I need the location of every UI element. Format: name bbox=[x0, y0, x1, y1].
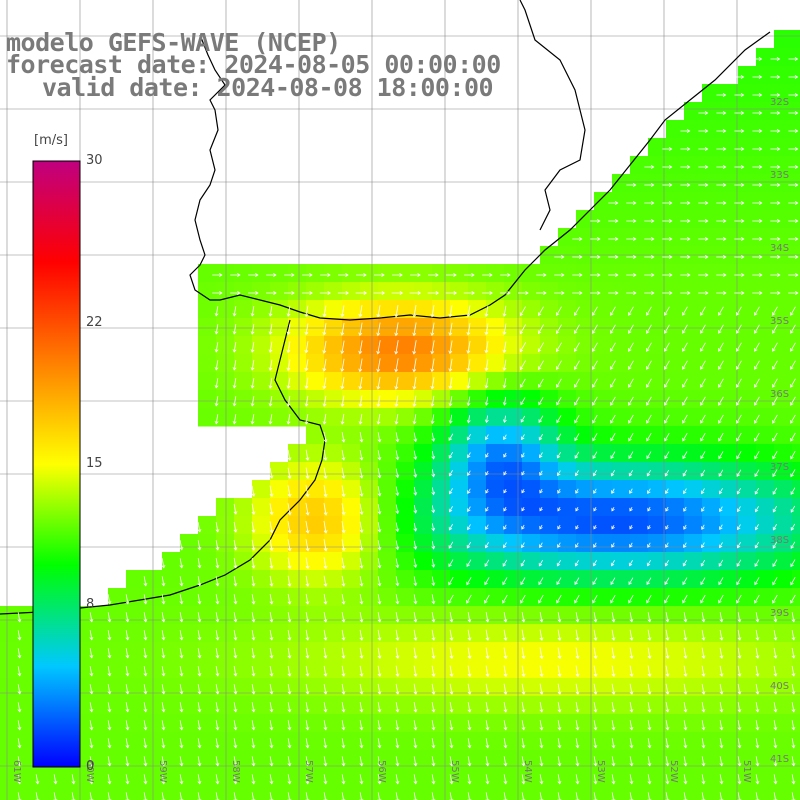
wind-speed-field bbox=[0, 30, 800, 800]
lat-label: 39S bbox=[770, 608, 789, 619]
lon-label: 52W bbox=[668, 760, 679, 783]
map-title: modelo GEFS-WAVE (NCEP) bbox=[6, 28, 341, 57]
lat-label: 35S bbox=[770, 316, 789, 327]
lat-label: 36S bbox=[770, 389, 789, 400]
colorbar-tick-label: 30 bbox=[86, 153, 103, 168]
latitude-labels: 32S 33S 34S 35S 36S 37S 38S 39S 40S 41S bbox=[770, 97, 789, 765]
lat-label: 32S bbox=[770, 97, 789, 108]
colorbar bbox=[32, 160, 81, 768]
lon-label: 61W bbox=[11, 760, 22, 783]
lon-label: 55W bbox=[449, 760, 460, 783]
lat-label: 41S bbox=[770, 754, 789, 765]
lat-label: 34S bbox=[770, 243, 789, 254]
colorbar-unit: [m/s] bbox=[34, 133, 68, 148]
lon-label: 60W bbox=[84, 760, 95, 783]
lon-label: 54W bbox=[522, 760, 533, 783]
lon-label: 58W bbox=[230, 760, 241, 783]
lon-label: 57W bbox=[303, 760, 314, 783]
lat-label: 33S bbox=[770, 170, 789, 181]
lat-label: 37S bbox=[770, 462, 789, 473]
lon-label: 51W bbox=[741, 760, 752, 783]
longitude-labels: 61W60W59W58W57W56W55W54W53W52W51W50W bbox=[11, 760, 752, 783]
lat-label: 40S bbox=[770, 681, 789, 692]
forecast-date: forecast date: 2024-08-05 00:00:00 bbox=[6, 50, 501, 79]
lat-label: 38S bbox=[770, 535, 789, 546]
lon-label: 56W bbox=[376, 760, 387, 783]
valid-date: valid date: 2024-08-08 18:00:00 bbox=[42, 73, 494, 102]
wind-direction-arrows bbox=[17, 57, 799, 800]
colorbar-tick-label: 8 bbox=[86, 597, 95, 613]
lon-label: 59W bbox=[157, 760, 168, 783]
colorbar-tick-label: 22 bbox=[86, 314, 103, 330]
colorbar-tick-label: 0 bbox=[86, 759, 95, 774]
colorbar-tick-label: 15 bbox=[86, 456, 103, 471]
lon-label: 53W bbox=[595, 760, 606, 783]
coastline bbox=[0, 0, 771, 615]
